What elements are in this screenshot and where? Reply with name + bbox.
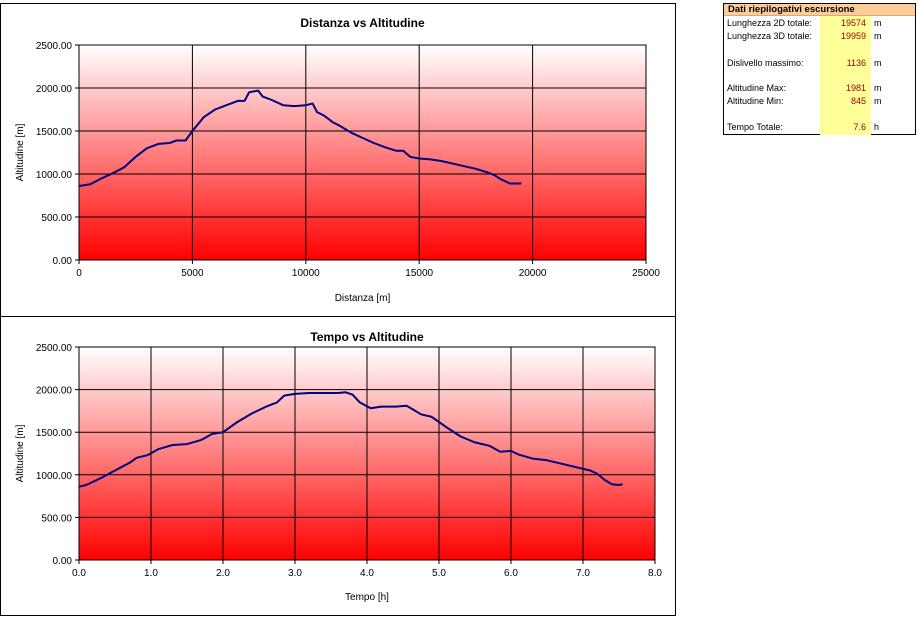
y-tick-label: 1500.00: [36, 127, 73, 138]
plot-frame: [78, 346, 656, 561]
summary-label: Lunghezza 3D totale:: [727, 31, 813, 41]
y-tick-label: 2500.00: [36, 343, 73, 354]
y-tick-label: 0.00: [53, 556, 73, 567]
plot-area: [79, 45, 646, 260]
y-tick-label: 1500.00: [36, 428, 73, 439]
chart-panel-tempo: 0.0 1.0 2.0 3.0 4.0 5.0 6.0 7.0 8.0 0.00 500.00 100…: [0, 316, 676, 616]
chart-panel-distanza: 0 5000 10000 15000 20000 25000 0.00 500.00 1000.…: [0, 3, 676, 317]
x-axis-label: Distanza [m]: [335, 293, 391, 304]
summary-value-highlight: [820, 16, 871, 135]
x-tick-label: 8.0: [648, 568, 662, 579]
summary-table: Dati riepilogativi escursione Lunghezza …: [723, 3, 916, 135]
y-tick-label: 2500.00: [36, 41, 73, 52]
summary-row-altitude-min: Altitudine Min: 845 m: [724, 96, 915, 107]
summary-value: 7.6: [853, 122, 866, 132]
summary-label: Dislivello massimo:: [727, 58, 804, 68]
x-tick-label: 1.0: [144, 568, 158, 579]
x-tick-label: 3.0: [288, 568, 302, 579]
chart-distanza-altitudine: 0 5000 10000 15000 20000 25000 0.00 500.00 1000.…: [15, 16, 660, 304]
x-axis-label: Tempo [h]: [345, 592, 389, 603]
y-tick-label: 500.00: [41, 513, 72, 524]
summary-label: Lunghezza 2D totale:: [727, 18, 813, 28]
summary-unit: m: [874, 83, 882, 93]
summary-label: Altitudine Max:: [727, 83, 787, 93]
summary-unit: m: [874, 96, 882, 106]
x-tick-label: 7.0: [576, 568, 590, 579]
plot-frame: [78, 44, 647, 261]
x-tick-label: 4.0: [360, 568, 374, 579]
x-tick-label: 5.0: [432, 568, 446, 579]
summary-row-length-3d: Lunghezza 3D totale: 19959 m: [724, 31, 915, 42]
summary-row-total-time: Tempo Totale: 7.6 h: [724, 122, 915, 133]
summary-title: Dati riepilogativi escursione: [724, 4, 915, 16]
chart-title: Distanza vs Altitudine: [300, 16, 425, 30]
series-line: [78, 391, 623, 488]
summary-row-altitude-max: Altitudine Max: 1981 m: [724, 83, 915, 94]
y-tick-label: 2000.00: [36, 386, 73, 397]
summary-value: 1981: [845, 83, 866, 93]
series-line: [78, 89, 522, 187]
summary-unit: m: [874, 58, 882, 68]
chart-tempo-altitudine: 0.0 1.0 2.0 3.0 4.0 5.0 6.0 7.0 8.0 0.00 500.00 100…: [15, 330, 662, 603]
x-tick-label: 6.0: [504, 568, 518, 579]
summary-unit: h: [874, 122, 880, 132]
summary-unit: m: [874, 31, 882, 41]
y-tick-label: 2000.00: [36, 84, 73, 95]
x-tick-label: 20000: [519, 268, 547, 279]
summary-value: 845: [850, 96, 866, 106]
summary-value: 19959: [840, 31, 866, 41]
summary-value: 19574: [840, 18, 866, 28]
x-tick-label: 15000: [405, 268, 433, 279]
y-tick-label: 1000.00: [36, 471, 73, 482]
y-axis-label: Altitudine [m]: [15, 424, 26, 482]
x-tick-label: 10000: [292, 268, 320, 279]
summary-label: Altitudine Min:: [727, 96, 784, 106]
x-tick-label: 25000: [632, 268, 660, 279]
y-tick-label: 1000.00: [36, 170, 73, 181]
x-tick-label: 0: [76, 268, 82, 279]
summary-value: 1136: [846, 58, 866, 68]
summary-row-max-gain: Dislivello massimo: 1136 m: [724, 58, 915, 69]
x-tick-label: 2.0: [216, 568, 230, 579]
summary-unit: m: [874, 18, 882, 28]
y-tick-label: 0.00: [53, 256, 73, 267]
y-axis-label: Altitudine [m]: [15, 123, 26, 181]
x-tick-label: 5000: [181, 268, 204, 279]
y-tick-label: 500.00: [41, 213, 72, 224]
x-tick-label: 0.0: [72, 568, 86, 579]
summary-row-length-2d: Lunghezza 2D totale: 19574 m: [724, 18, 915, 29]
summary-label: Tempo Totale:: [727, 122, 783, 132]
chart-title: Tempo vs Altitudine: [310, 330, 424, 344]
